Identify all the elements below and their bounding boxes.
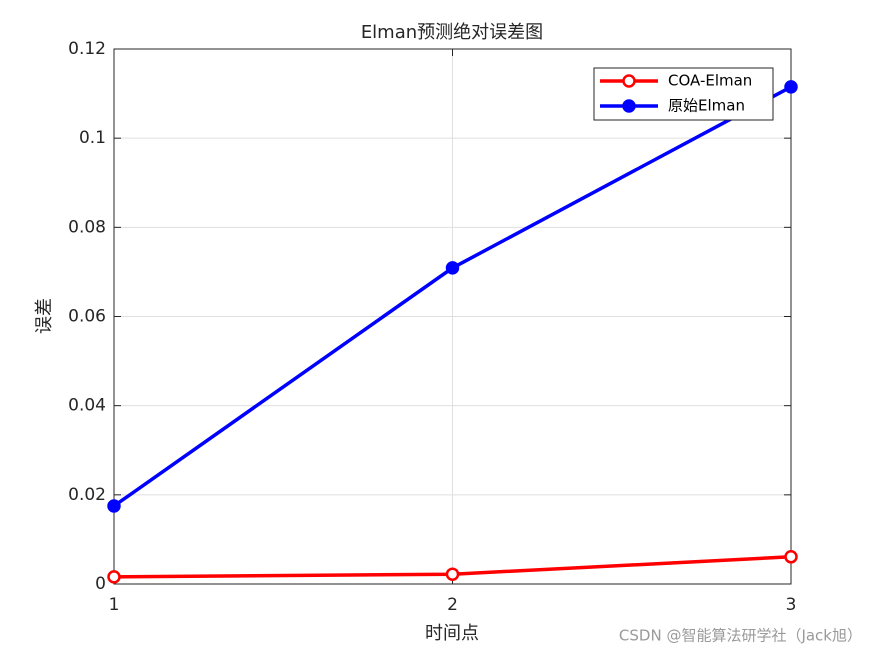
chart-title: Elman预测绝对误差图 [361, 22, 543, 43]
data-point [784, 550, 798, 564]
y-tick-label: 0.12 [68, 39, 106, 59]
y-tick-label: 0.04 [68, 396, 106, 416]
y-tick-label: 0.06 [68, 307, 106, 327]
legend-label: 原始Elman [668, 97, 745, 115]
y-tick-label: 0.08 [68, 217, 106, 237]
x-axis-label: 时间点 [425, 623, 479, 644]
data-point [445, 261, 460, 275]
legend-marker [622, 99, 636, 113]
y-tick-label: 0.1 [79, 128, 106, 148]
legend: COA-Elman 原始Elman [593, 67, 774, 121]
y-tick-label: 0 [95, 574, 106, 594]
legend-label: COA-Elman [668, 72, 752, 90]
legend-marker [622, 74, 636, 88]
x-tick-label: 3 [786, 595, 797, 615]
data-point [107, 570, 121, 584]
x-tick-label: 1 [109, 595, 120, 615]
data-point [445, 567, 460, 581]
y-axis-label: 误差 [34, 298, 55, 334]
y-tick-label: 0.02 [68, 485, 106, 505]
data-point [107, 499, 121, 513]
axes-box [113, 48, 792, 585]
data-point [784, 80, 798, 94]
watermark: CSDN @智能算法研学社（Jack旭） [619, 627, 862, 645]
x-tick-label: 2 [447, 595, 458, 615]
